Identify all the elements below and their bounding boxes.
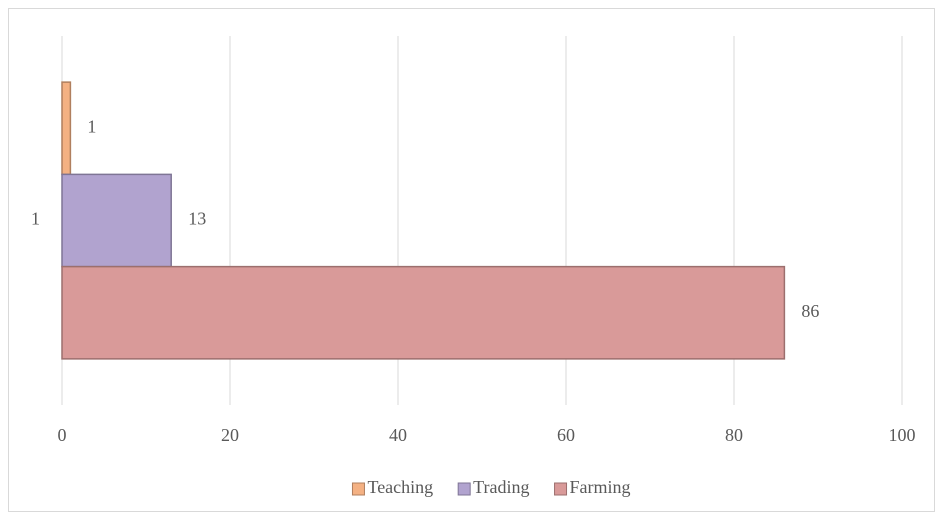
x-tick-label: 0	[58, 425, 67, 445]
x-tick-label: 80	[725, 425, 743, 445]
legend-label: Teaching	[367, 477, 433, 497]
x-tick-label: 100	[889, 425, 916, 445]
legend-swatch	[457, 482, 471, 496]
legend-swatch	[554, 482, 568, 496]
legend-label: Trading	[473, 477, 529, 497]
legend-label: Farming	[570, 477, 631, 497]
data-label: 1	[87, 116, 96, 136]
x-tick-label: 20	[221, 425, 239, 445]
bar	[61, 265, 786, 360]
data-label: 13	[188, 209, 206, 229]
x-tick-label: 60	[557, 425, 575, 445]
bar	[61, 173, 172, 268]
data-label: 86	[801, 301, 819, 321]
x-tick-label: 40	[389, 425, 407, 445]
bar	[61, 81, 72, 176]
legend-swatch	[351, 482, 365, 496]
y-tick-label: 1	[31, 209, 40, 229]
